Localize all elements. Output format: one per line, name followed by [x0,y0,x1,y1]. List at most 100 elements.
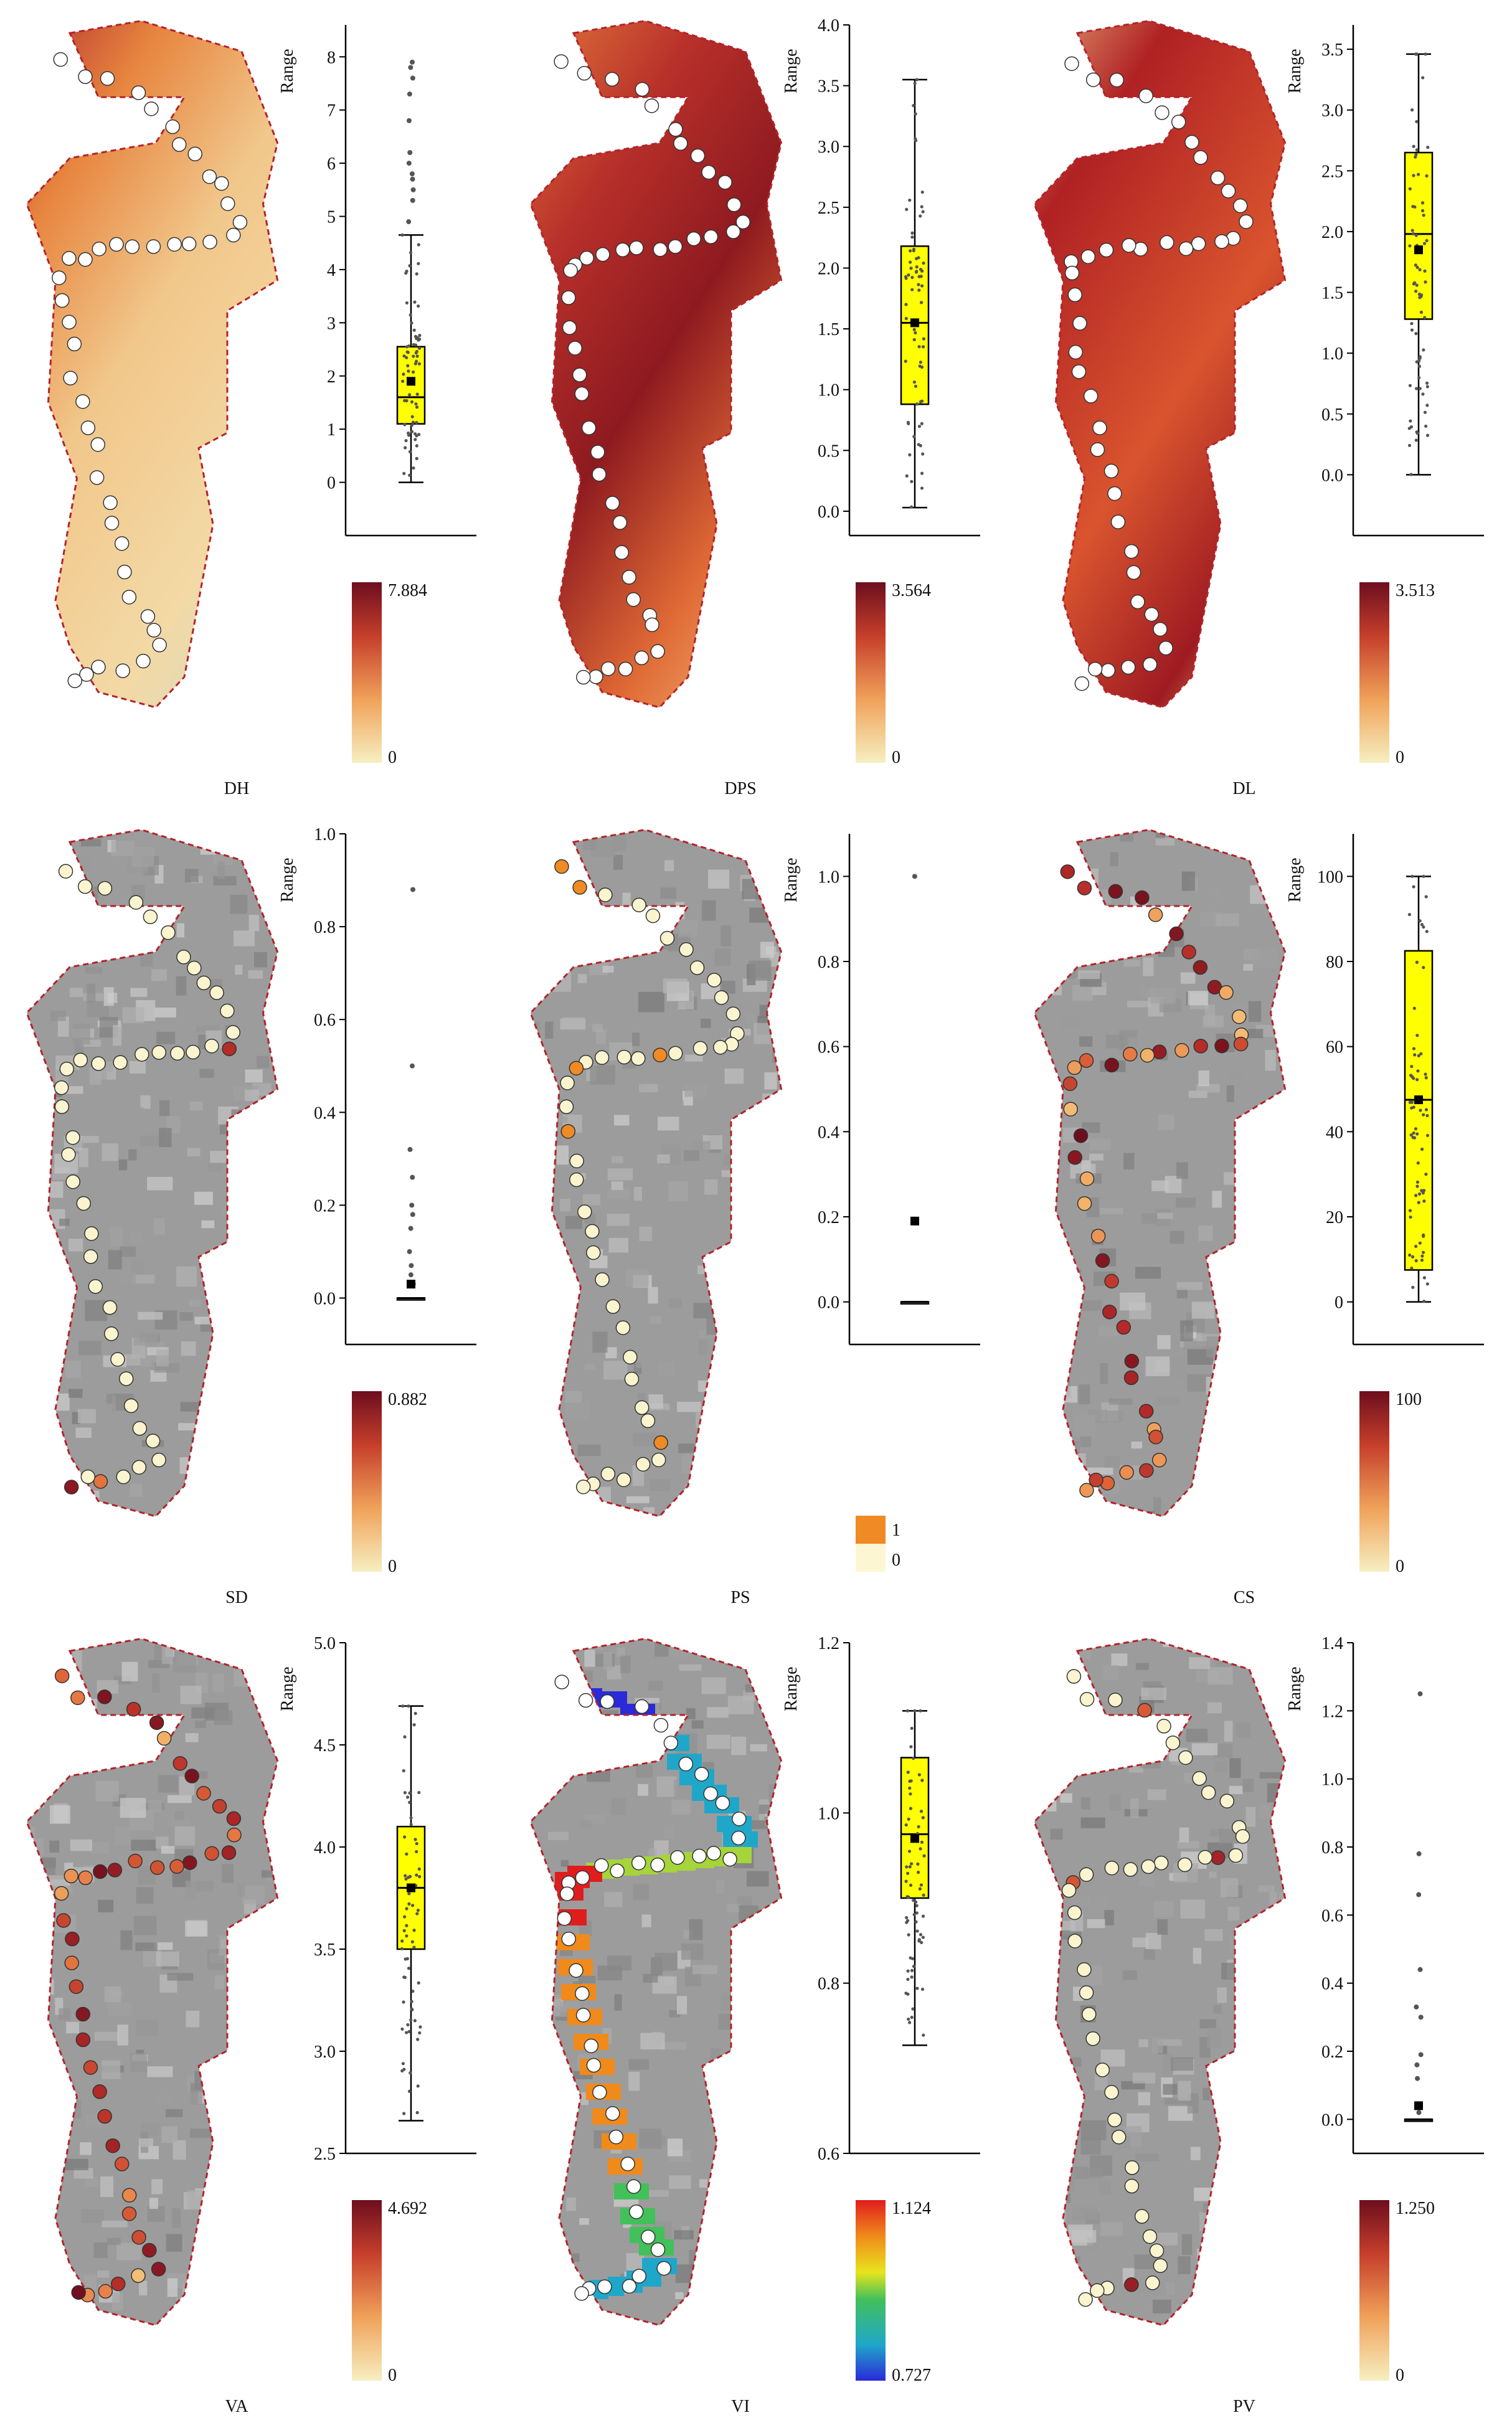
data-dot [409,2018,413,2022]
data-dot [1412,1131,1415,1135]
sample-point [69,1979,84,1994]
outlier-point [406,219,412,225]
y-tick-label: 2 [327,367,336,387]
map-boundary [26,828,279,1518]
sample-point [55,293,70,308]
data-dot [1423,410,1427,414]
sample-point [616,1472,631,1488]
panel-pv: 0.0 0.2 0.4 0.6 0.8 1.0 1.2 1.4 Range 1.250 0 PV [1008,1618,1511,2427]
data-dot [1415,432,1419,435]
data-dot [410,321,413,325]
sample-point [117,564,132,580]
sample-point [115,2156,130,2171]
data-dot [919,1933,923,1937]
sample-point [113,1055,128,1070]
sample-point [1072,316,1087,331]
data-dot [405,1957,409,1960]
sample-point [58,864,73,879]
sample-point [1198,1849,1212,1865]
sample-point [600,1467,616,1481]
y-tick-label: 1.0 [818,1804,839,1823]
sample-point [668,121,683,137]
map-boundary [1033,1637,1287,2326]
sample-point [670,1850,685,1865]
sample-point [1151,1452,1167,1468]
data-dot [1421,392,1425,396]
colorbar-min-label: 0 [1396,748,1404,767]
data-dot [1414,263,1417,267]
sample-point [128,1853,143,1869]
map-cs [1034,829,1285,1516]
sample-point [1177,1857,1193,1873]
data-dot [920,422,924,425]
colorbar-ramp [1359,1391,1389,1572]
sample-point [1155,105,1169,120]
data-dot [1420,209,1425,212]
outlier-point [409,1263,414,1268]
panel-va: 2.5 3.0 3.5 4.0 4.5 5.0 Range 4.692 0 VA [0,1618,504,2427]
sample-point [146,239,161,254]
data-dot [909,1956,912,1960]
sample-point [1090,2283,1105,2298]
sample-point [1107,2112,1122,2128]
sample-point [1232,1009,1247,1024]
sample-point [209,985,224,1000]
data-dot [919,361,923,364]
sample-point [663,1736,679,1750]
data-dot [404,446,407,450]
data-dot [1408,1253,1412,1257]
data-dot [921,1816,925,1820]
data-dot [415,359,418,363]
sample-point [100,71,115,86]
sample-point [592,2085,607,2100]
sample-point [656,2260,671,2276]
data-dot [905,1919,910,1922]
y-axis-label: Range [278,1666,297,1711]
sample-point [1214,234,1229,249]
data-dot [922,261,925,265]
sample-point [131,1460,147,1475]
y-tick-label: 2.5 [1321,162,1343,181]
sample-point [1141,1859,1156,1874]
colorbar-ramp [352,2200,382,2381]
sample-point [1071,364,1087,379]
data-dot [1425,239,1429,242]
sample-point [597,2279,612,2294]
data-dot [917,1939,921,1943]
colorbar-max-label: 1.124 [892,2199,931,2218]
sample-point [1123,1862,1138,1877]
sample-point [61,1147,76,1162]
sample-point [1119,1465,1134,1480]
colorbar-max-label: 1 [892,1521,900,1540]
box [1404,950,1434,1271]
data-dot [402,471,406,475]
data-dot [1420,1189,1424,1193]
sample-point [626,592,641,607]
sample-point [653,1435,668,1450]
data-dot [920,205,924,209]
data-dot [1414,387,1419,390]
sample-point [725,1006,741,1021]
data-dot [406,2023,410,2027]
data-dot [912,380,916,384]
y-tick-label: 2.5 [314,2145,336,2164]
sample-point [575,1479,591,1495]
y-tick-label: 4.0 [818,16,839,35]
data-dot [1412,1105,1415,1109]
data-dot [406,364,410,367]
data-dot [417,433,421,437]
data-dot [415,456,418,460]
data-dot [914,112,917,116]
y-tick-label: 20 [1326,1208,1343,1227]
y-tick-label: 3.5 [314,1940,336,1960]
panel-svg-dl: 0.0 0.5 1.0 1.5 2.0 2.5 3.0 3.5 Range 3.513 0 DL [1033,19,1484,798]
sample-point [114,536,130,551]
sample-point [1134,2209,1150,2224]
data-dot [910,1975,914,1979]
y-tick-label: 3.0 [314,2043,336,2062]
data-dot [1415,120,1419,123]
data-dot [904,1823,908,1827]
data-dot [1416,1161,1420,1165]
sample-point [706,1846,721,1861]
boxplot-dh: 0 1 2 3 4 5 6 7 8 Range [278,25,476,537]
